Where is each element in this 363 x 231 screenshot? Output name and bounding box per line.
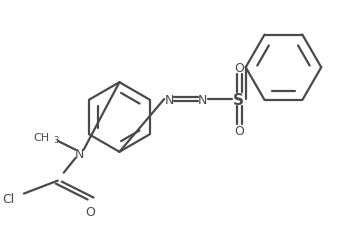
Text: O: O xyxy=(234,61,244,74)
Text: CH: CH xyxy=(34,132,50,142)
Text: Cl: Cl xyxy=(2,192,14,205)
Text: O: O xyxy=(86,206,95,219)
Text: N: N xyxy=(75,148,84,161)
Text: 3: 3 xyxy=(53,136,58,145)
Text: N: N xyxy=(164,93,174,106)
Text: N: N xyxy=(198,93,208,106)
Text: O: O xyxy=(234,125,244,138)
Text: S: S xyxy=(233,92,244,107)
